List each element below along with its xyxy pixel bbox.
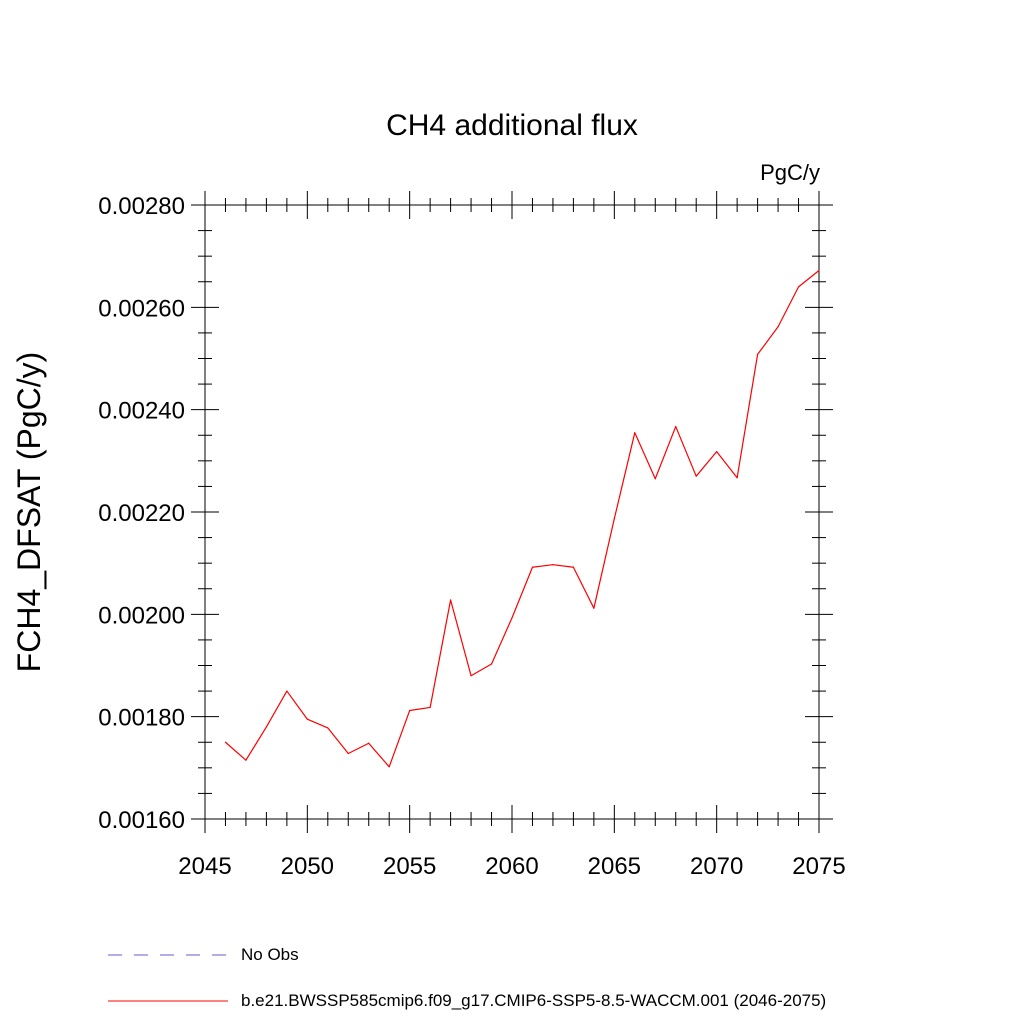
data-point <box>654 478 656 480</box>
x-tick-label: 2070 <box>690 853 743 880</box>
data-point <box>593 607 595 609</box>
data-point <box>245 759 247 761</box>
data-point <box>306 718 308 720</box>
data-point <box>368 742 370 744</box>
legend-label-1: b.e21.BWSSP585cmip6.f09_g17.CMIP6-SSP5-8… <box>241 991 826 1010</box>
x-tick-label: 2050 <box>281 853 334 880</box>
data-point <box>429 706 431 709</box>
axes: 2045 2050 2055 2060 2065 2070 2075 0.00160 0.001… <box>98 191 846 880</box>
data-point <box>490 663 493 665</box>
x-tick-label: 2055 <box>383 853 436 880</box>
data-point <box>797 286 800 288</box>
data-point <box>695 475 697 477</box>
data-point <box>757 353 759 356</box>
data-point <box>552 564 554 566</box>
data-point <box>347 752 349 755</box>
data-point <box>572 566 575 568</box>
y-tick-label: 0.00240 <box>98 398 185 425</box>
units-label: PgC/y <box>760 160 820 185</box>
x-tick-label: 2060 <box>485 853 538 880</box>
data-point <box>511 617 513 619</box>
data-point <box>286 690 288 692</box>
y-tick-label: 0.00180 <box>98 705 185 732</box>
plot-frame <box>204 204 820 820</box>
y-tick-label: 0.00220 <box>98 500 185 527</box>
data-point <box>716 451 718 453</box>
y-tick-label: 0.00160 <box>98 807 185 834</box>
x-tick-label: 2075 <box>792 853 845 880</box>
data-point <box>818 269 820 272</box>
legend-label-0: No Obs <box>241 945 299 964</box>
data-point <box>736 477 738 479</box>
legend: No Obs b.e21.BWSSP585cmip6.f09_g17.CMIP6-… <box>108 945 826 1010</box>
chart-title: CH4 additional flux <box>386 109 638 142</box>
data-point <box>531 566 534 568</box>
data-point <box>777 326 779 328</box>
data-point <box>675 425 677 428</box>
data-point <box>224 741 227 743</box>
y-axis-label: FCH4_DFSAT (PgC/y) <box>11 352 47 673</box>
x-tick-label: 2065 <box>588 853 641 880</box>
data-point <box>470 675 472 677</box>
y-tick-label: 0.00280 <box>98 193 185 220</box>
y-tick-label: 0.00260 <box>98 295 185 322</box>
data-point <box>613 518 615 520</box>
x-tick-label: 2045 <box>178 853 231 880</box>
y-tick-label: 0.00200 <box>98 602 185 629</box>
series-layer <box>224 269 820 768</box>
data-point <box>409 709 411 712</box>
data-point <box>388 766 390 768</box>
data-point <box>634 432 636 434</box>
data-point <box>265 726 267 728</box>
data-point <box>450 599 452 601</box>
series-line-0 <box>225 270 820 768</box>
data-point <box>327 727 329 729</box>
